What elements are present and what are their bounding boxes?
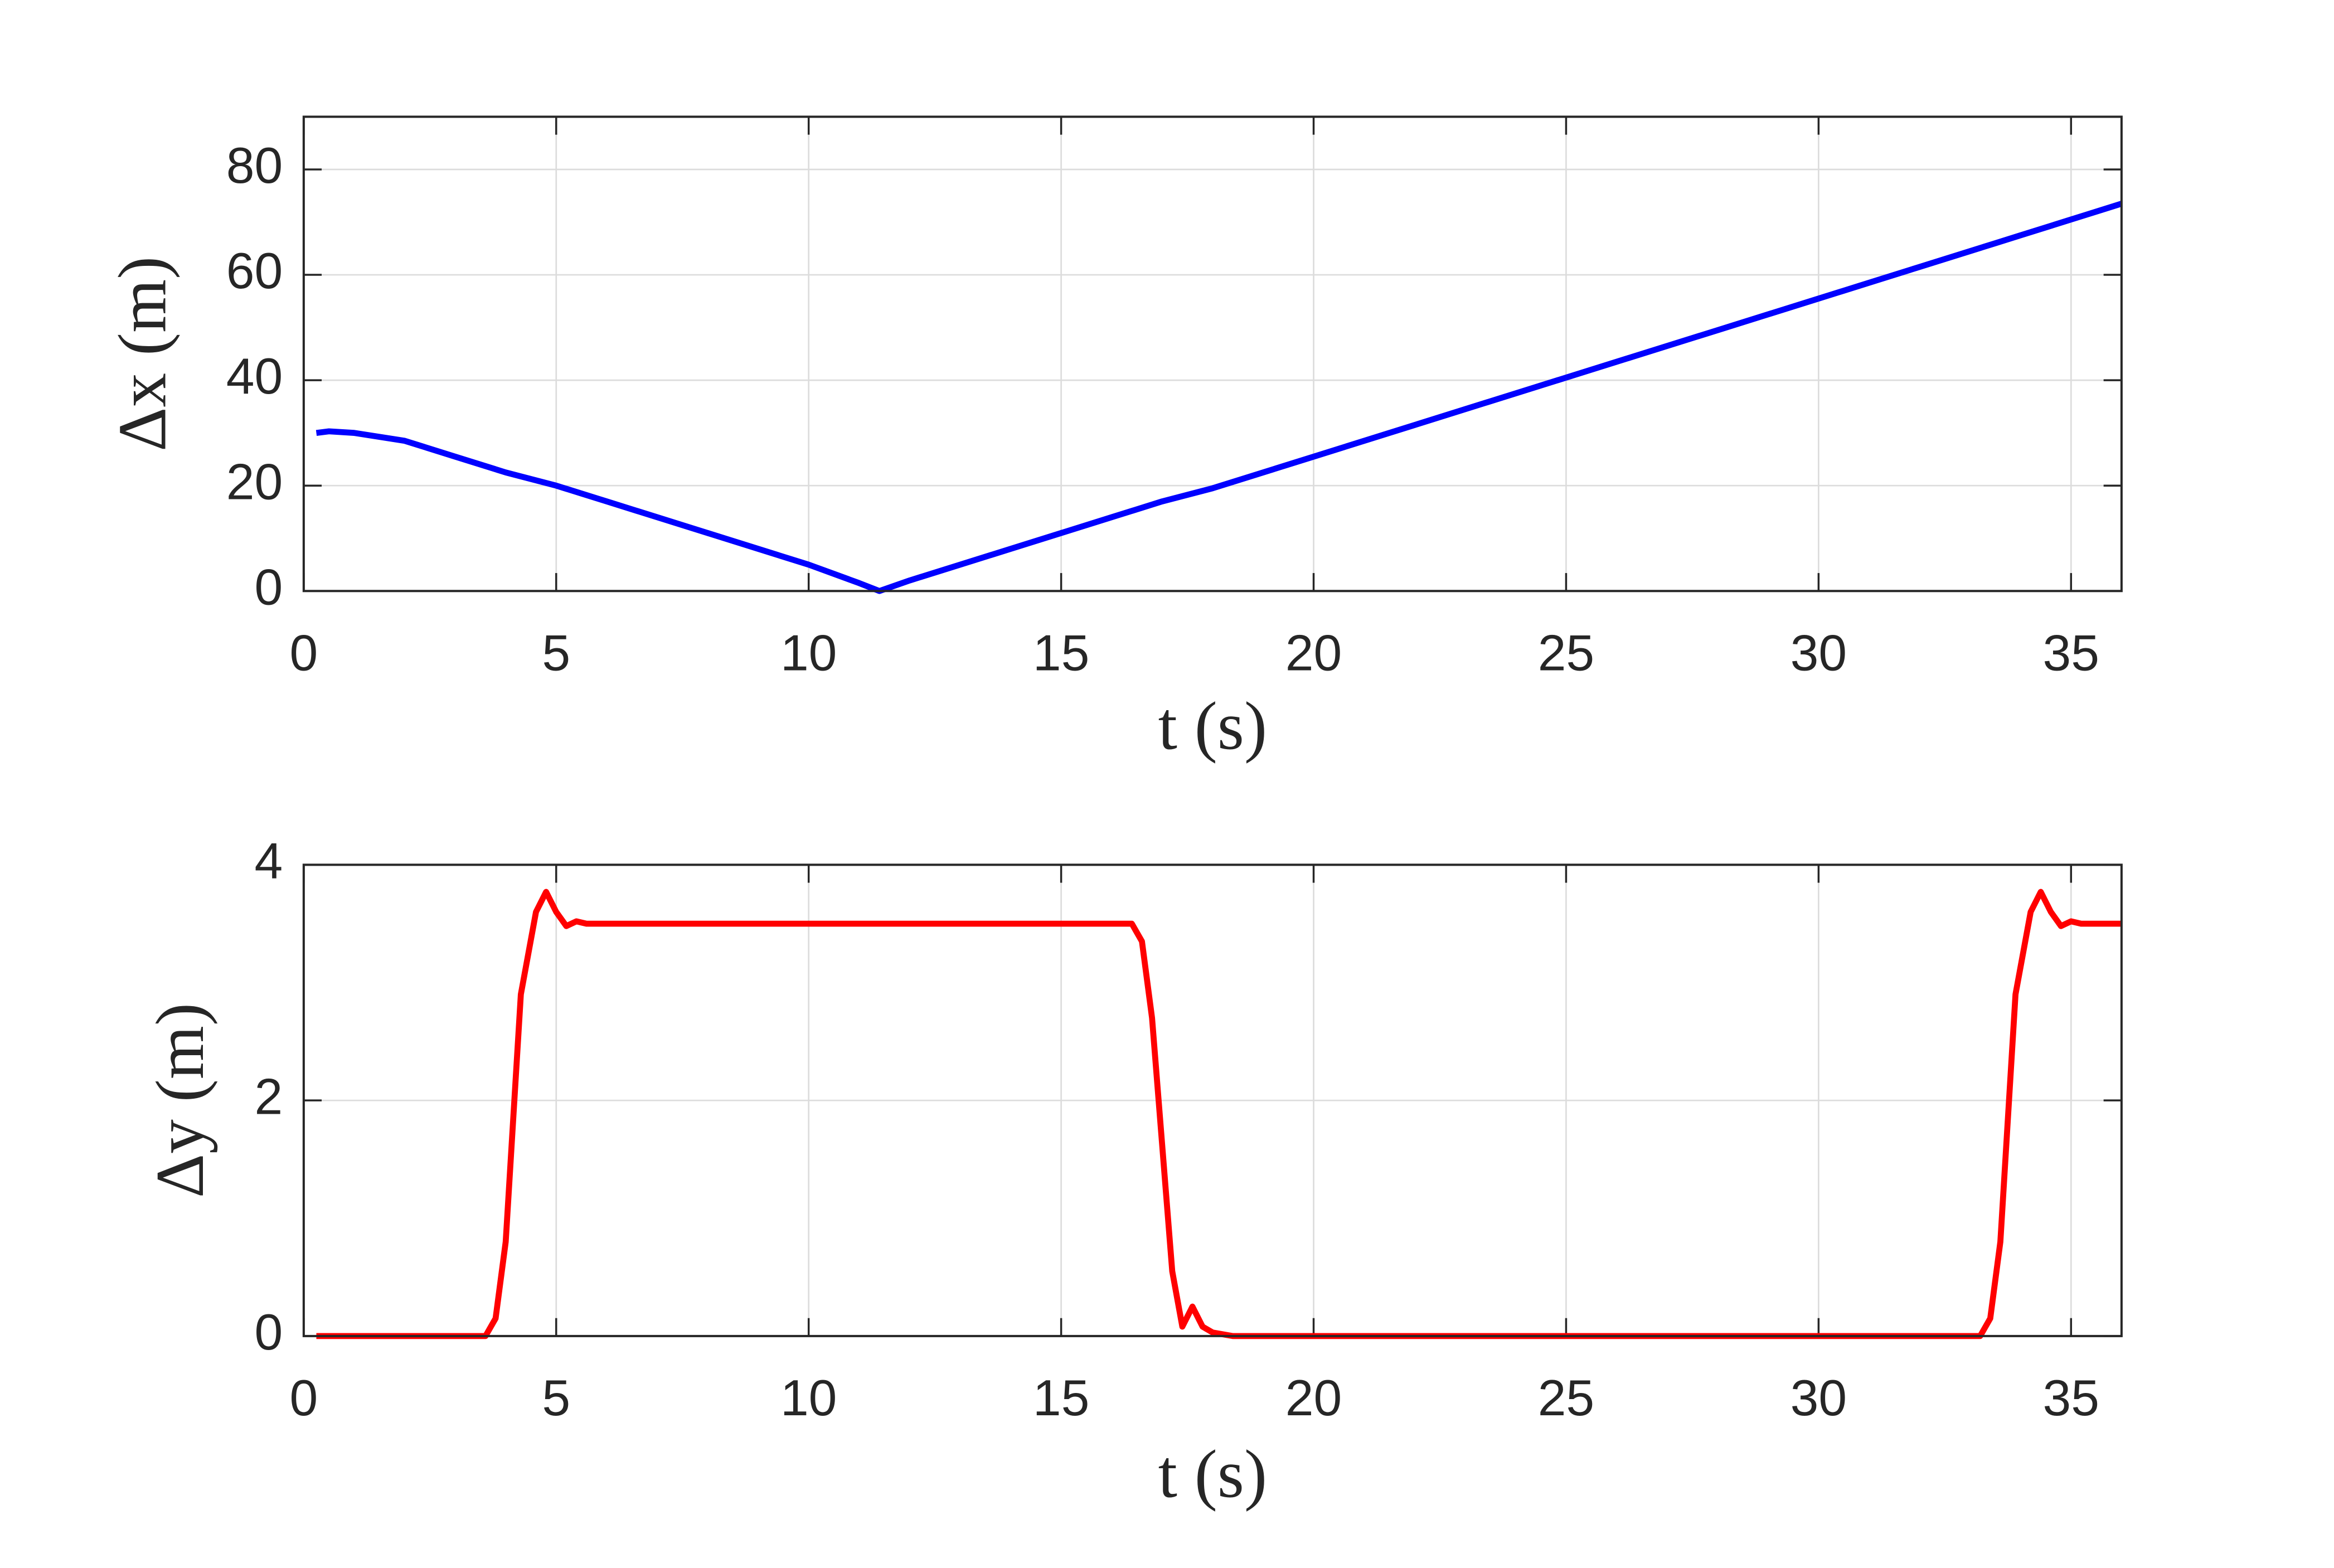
y-tick-label: 40 xyxy=(226,348,283,405)
y-tick-label: 2 xyxy=(255,1068,283,1125)
y-tick-label: 4 xyxy=(255,833,283,890)
y-tick-label: 0 xyxy=(255,1304,283,1361)
y-tick-label: 20 xyxy=(226,453,283,510)
data-line xyxy=(316,201,2123,594)
x-axis-label: t (s) xyxy=(1158,1436,1267,1512)
x-tick-label: 20 xyxy=(1285,624,1342,681)
x-tick-label: 10 xyxy=(780,624,837,681)
x-tick-label: 35 xyxy=(2043,1370,2099,1426)
x-tick-label: 10 xyxy=(780,1370,837,1426)
x-tick-label: 30 xyxy=(1790,624,1847,681)
x-tick-label: 0 xyxy=(289,624,318,681)
x-tick-label: 25 xyxy=(1538,624,1595,681)
x-tick-label: 15 xyxy=(1033,1370,1090,1426)
x-tick-label: 30 xyxy=(1790,1370,1847,1426)
x-tick-label: 0 xyxy=(289,1370,318,1426)
y-tick-label: 0 xyxy=(255,559,283,615)
x-tick-label: 20 xyxy=(1285,1370,1342,1426)
y-axis-label: Δy (m) xyxy=(142,1003,218,1198)
x-tick-label: 35 xyxy=(2043,624,2099,681)
y-axis-label: Δx (m) xyxy=(104,256,181,452)
x-tick-label: 15 xyxy=(1033,624,1090,681)
axes-box xyxy=(302,863,2123,1337)
plot-area xyxy=(303,116,2122,591)
x-tick-label: 5 xyxy=(542,1370,570,1426)
x-tick-label: 5 xyxy=(542,624,570,681)
x-tick-label: 25 xyxy=(1538,1370,1595,1426)
data-line xyxy=(316,889,2122,1339)
x-axis-label: t (s) xyxy=(1158,688,1267,764)
y-tick-label: 60 xyxy=(226,242,283,299)
axes-box xyxy=(302,115,2123,593)
y-tick-label: 80 xyxy=(226,137,283,194)
